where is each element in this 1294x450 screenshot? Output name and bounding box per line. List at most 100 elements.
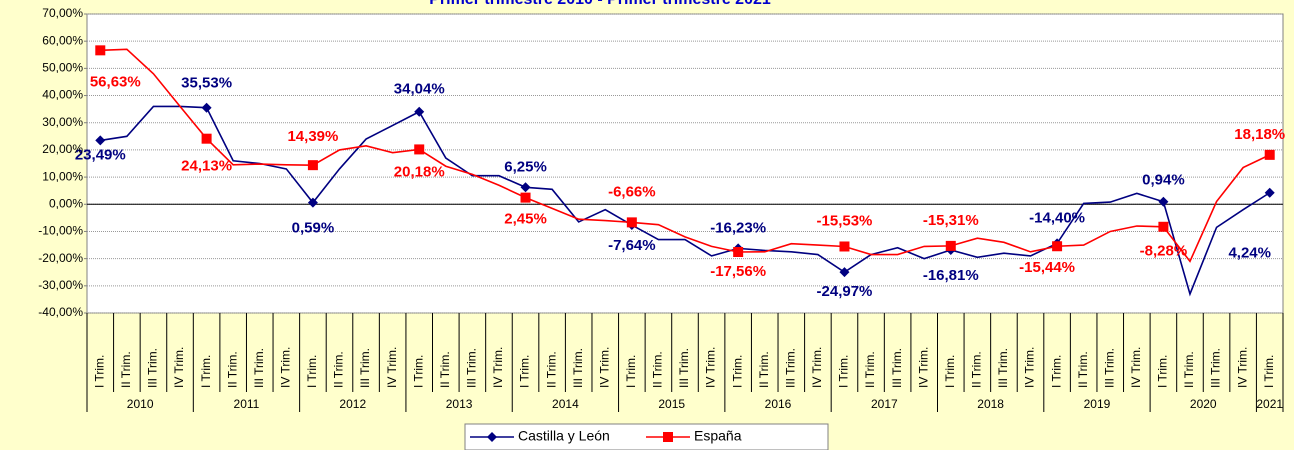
marker <box>201 102 212 113</box>
x-tick-label: I Trim. <box>624 355 638 388</box>
x-tick-label: III Trim. <box>1209 348 1223 388</box>
legend-label: España <box>694 428 742 444</box>
marker <box>733 247 744 258</box>
data-label: -8,28% <box>1140 243 1188 260</box>
x-tick-label: I Trim. <box>1049 355 1063 388</box>
marker <box>1158 196 1169 207</box>
x-tick-label: II Trim. <box>1076 351 1090 388</box>
data-label: 20,18% <box>394 163 445 180</box>
x-tick-label: II Trim. <box>651 351 665 388</box>
x-tick-label: IV Trim. <box>1129 347 1143 388</box>
x-tick-label: II Trim. <box>332 351 346 388</box>
marker <box>839 267 850 278</box>
y-tick-label: 20,00% <box>42 142 83 156</box>
data-label: -15,31% <box>923 212 979 229</box>
data-label: 35,53% <box>181 75 232 92</box>
x-tick-label: III Trim. <box>783 348 797 388</box>
year-label: 2020 <box>1190 397 1217 411</box>
data-label: -6,66% <box>608 183 656 200</box>
x-tick-label: I Trim. <box>943 355 957 388</box>
x-tick-label: IV Trim. <box>810 347 824 388</box>
y-tick-label: 0,00% <box>49 196 83 210</box>
y-tick-label: 60,00% <box>42 33 83 47</box>
year-label: 2011 <box>234 397 260 411</box>
x-tick-label: II Trim. <box>863 351 877 388</box>
x-tick-label: IV Trim. <box>172 347 186 388</box>
marker <box>1264 187 1275 198</box>
x-tick-label: I Trim. <box>730 355 744 388</box>
year-label: 2018 <box>977 397 1004 411</box>
x-tick-label: I Trim. <box>411 355 425 388</box>
data-label: -16,81% <box>923 267 979 284</box>
legend-marker <box>663 432 673 442</box>
data-label: -7,64% <box>608 237 656 254</box>
x-tick-label: II Trim. <box>970 351 984 388</box>
data-label: 0,59% <box>292 220 335 237</box>
x-tick-label: II Trim. <box>544 351 558 388</box>
data-label: 56,63% <box>90 73 141 90</box>
year-label: 2019 <box>1084 397 1111 411</box>
marker <box>839 241 850 252</box>
x-tick-label: III Trim. <box>146 348 160 388</box>
x-tick-label: II Trim. <box>119 351 133 388</box>
year-label: 2010 <box>127 397 154 411</box>
marker <box>307 160 318 171</box>
x-tick-label: III Trim. <box>890 348 904 388</box>
x-tick-label: I Trim. <box>1156 355 1170 388</box>
marker <box>520 192 531 203</box>
plot-area <box>86 13 1284 314</box>
year-label: 2021 <box>1256 397 1283 411</box>
x-tick-label: I Trim. <box>518 355 532 388</box>
x-tick-label: I Trim. <box>92 355 106 388</box>
chart-title: Primer trimestre 2010 - Primer trimestre… <box>429 0 771 8</box>
legend-label: Castilla y León <box>518 428 610 444</box>
y-tick-label: 30,00% <box>42 115 83 129</box>
data-label: 24,13% <box>181 158 232 175</box>
data-label: -14,40% <box>1029 209 1085 226</box>
x-tick-label: III Trim. <box>1102 348 1116 388</box>
y-tick-label: -10,00% <box>38 224 83 238</box>
x-tick-label: I Trim. <box>199 355 213 388</box>
data-label: 34,04% <box>394 81 445 98</box>
series-line <box>100 48 1271 263</box>
x-tick-label: III Trim. <box>996 348 1010 388</box>
year-label: 2017 <box>871 397 898 411</box>
data-label: -16,23% <box>710 219 766 236</box>
legend-marker <box>487 432 497 442</box>
x-tick-label: III Trim. <box>465 348 479 388</box>
x-tick-label: III Trim. <box>677 348 691 388</box>
marker <box>945 240 956 251</box>
x-tick-label: IV Trim. <box>916 347 930 388</box>
x-tick-label: II Trim. <box>225 351 239 388</box>
year-label: 2015 <box>658 397 685 411</box>
x-tick-label: IV Trim. <box>597 347 611 388</box>
x-tick-label: I Trim. <box>305 355 319 388</box>
marker <box>201 133 212 144</box>
x-tick-label: II Trim. <box>1182 351 1196 388</box>
marker <box>414 144 425 155</box>
data-label: 2,45% <box>504 211 547 228</box>
y-tick-label: -40,00% <box>38 305 83 319</box>
data-label: -15,44% <box>1019 259 1075 276</box>
year-label: 2013 <box>446 397 473 411</box>
year-label: 2012 <box>339 397 366 411</box>
marker <box>307 197 318 208</box>
data-label: -17,56% <box>710 263 766 280</box>
year-label: 2016 <box>765 397 792 411</box>
x-tick-label: III Trim. <box>358 348 372 388</box>
year-label: 2014 <box>552 397 579 411</box>
data-label: 18,18% <box>1234 126 1285 143</box>
y-tick-label: 70,00% <box>42 6 83 20</box>
x-tick-label: IV Trim. <box>279 347 293 388</box>
data-label: 4,24% <box>1228 245 1271 262</box>
x-tick-label: II Trim. <box>438 351 452 388</box>
x-tick-label: I Trim. <box>1262 355 1276 388</box>
data-label: -15,53% <box>817 212 873 229</box>
y-tick-label: -20,00% <box>38 251 83 265</box>
y-tick-label: -30,00% <box>38 278 83 292</box>
x-tick-label: III Trim. <box>252 348 266 388</box>
marker <box>414 106 425 117</box>
marker <box>1158 221 1169 232</box>
x-tick-label: IV Trim. <box>704 347 718 388</box>
